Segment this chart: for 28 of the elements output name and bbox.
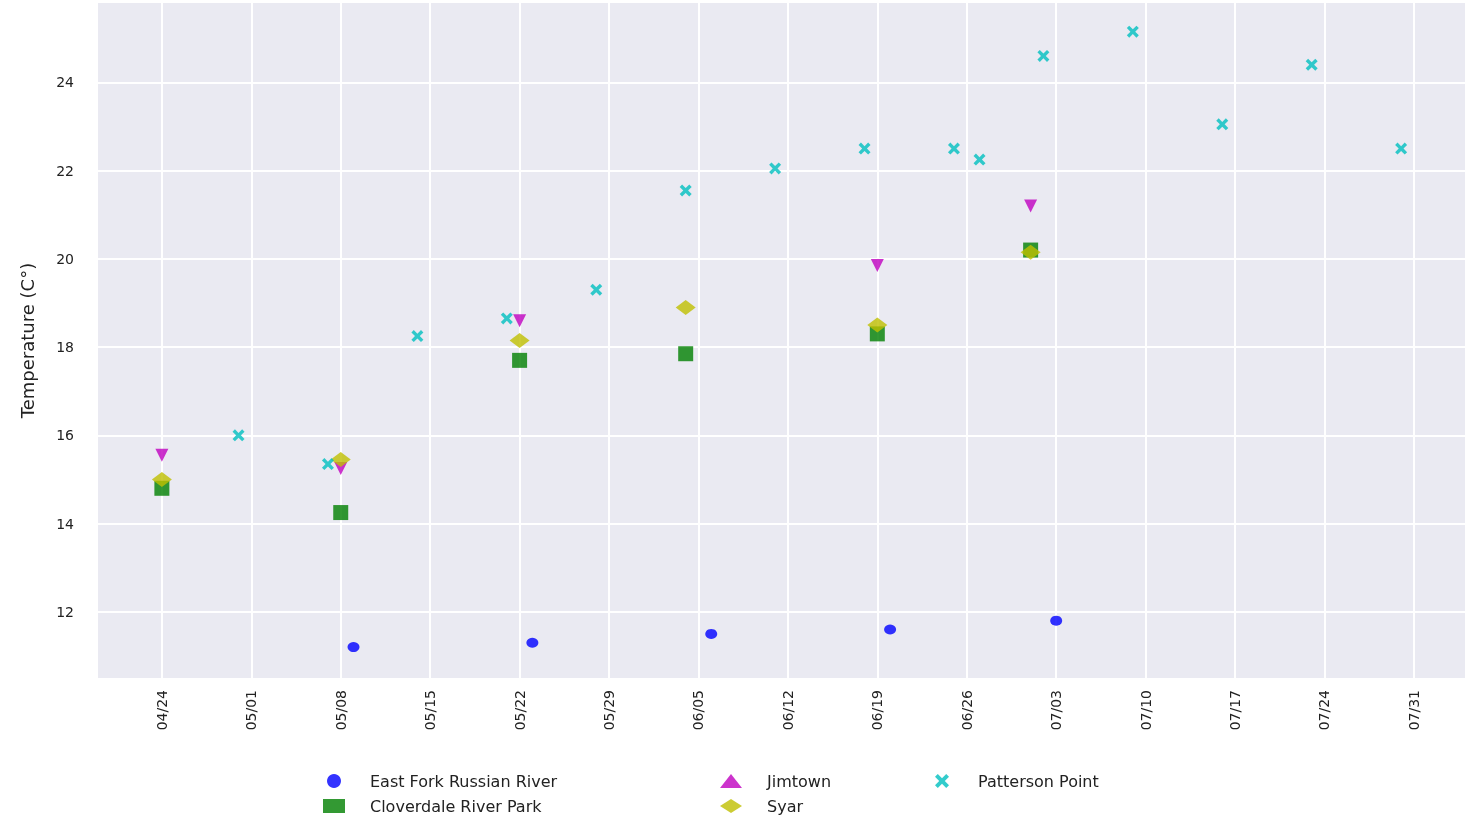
x-tick-label: 07/17 [1227, 690, 1244, 731]
x-tick-label: 06/05 [690, 690, 707, 731]
y-tick-label: 22 [56, 162, 74, 179]
legend-label: Patterson Point [978, 771, 1099, 791]
legend-label: Jimtown [766, 771, 832, 791]
x-tick-label: 07/31 [1405, 690, 1422, 731]
y-tick-label: 16 [56, 427, 75, 444]
x-tick-label: 06/19 [869, 690, 886, 731]
x-tick-label: 04/24 [153, 689, 170, 731]
legend-label: East Fork Russian River [370, 771, 558, 791]
y-tick-label: 18 [56, 339, 74, 356]
legend-label: Cloverdale River Park [370, 796, 543, 816]
y-axis-title: Temperature (C°) [16, 262, 38, 420]
x-tick-label: 05/22 [511, 690, 528, 731]
x-tick-label: 05/29 [601, 690, 618, 731]
legend-label: Syar [767, 796, 804, 816]
x-tick-label: 07/24 [1316, 689, 1333, 731]
y-tick-label: 20 [56, 250, 74, 267]
y-tick-label: 12 [56, 603, 74, 620]
x-tick-label: 05/08 [332, 690, 349, 731]
x-tick-label: 07/03 [1048, 690, 1065, 731]
y-tick-label: 24 [56, 74, 75, 91]
y-tick-label: 14 [56, 515, 75, 532]
x-tick-label: 06/26 [958, 689, 975, 731]
x-tick-label: 06/12 [779, 690, 796, 731]
x-tick-label: 05/15 [422, 690, 439, 731]
x-tick-label: 05/01 [243, 690, 260, 731]
x-tick-label: 07/10 [1137, 690, 1154, 731]
